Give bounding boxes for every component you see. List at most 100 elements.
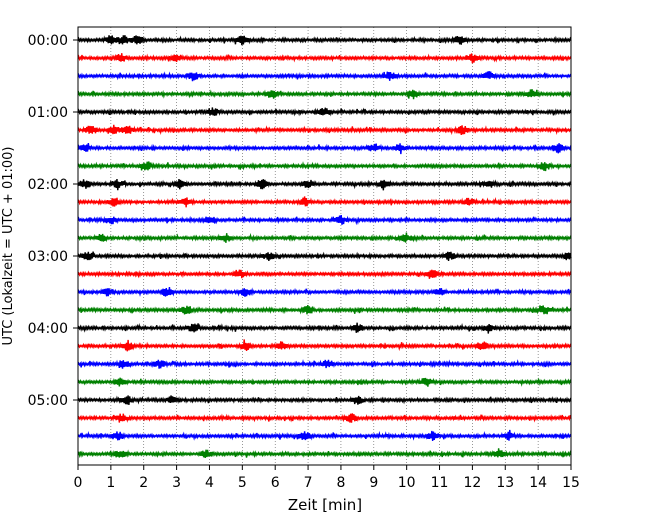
trace-0315	[77, 269, 572, 279]
event-marker	[260, 182, 264, 186]
event-marker	[122, 362, 126, 366]
event-marker	[211, 110, 215, 114]
event-marker	[437, 290, 442, 294]
event-marker	[184, 200, 189, 204]
x-tick-label: 4	[205, 475, 214, 491]
event-marker	[388, 74, 392, 78]
trace-0545	[77, 448, 572, 459]
event-marker	[135, 38, 139, 42]
event-marker	[165, 290, 169, 294]
x-tick-label: 10	[398, 475, 416, 491]
event-marker	[529, 92, 534, 96]
y-tick-label: 00:00	[28, 33, 68, 49]
y-axis: 00:00 01:00 02:00 03:00 04:00 05:00	[28, 33, 78, 409]
x-tick-label: 6	[271, 475, 280, 491]
trace-0015	[77, 53, 572, 64]
x-tick-label: 7	[304, 475, 313, 491]
event-marker	[467, 200, 471, 204]
event-marker	[191, 326, 195, 330]
event-marker	[372, 146, 376, 150]
event-marker	[158, 362, 162, 366]
trace-0045	[77, 89, 572, 100]
event-marker	[431, 434, 435, 438]
trace-0400	[77, 322, 572, 334]
y-tick-label: 03:00	[28, 249, 68, 265]
event-marker	[398, 146, 402, 150]
event-marker	[89, 128, 93, 132]
y-tick-label: 05:00	[28, 393, 68, 409]
event-marker	[339, 218, 343, 222]
event-marker	[115, 434, 120, 438]
event-marker	[431, 272, 435, 276]
event-marker	[105, 290, 110, 294]
trace-0000	[77, 35, 572, 46]
event-marker	[267, 254, 271, 258]
x-tick-label: 1	[106, 475, 115, 491]
event-marker	[237, 272, 241, 276]
y-tick-label: 01:00	[28, 105, 68, 121]
trace-0300	[77, 251, 572, 262]
event-marker	[280, 344, 284, 348]
event-marker	[270, 92, 274, 96]
trace-0215	[77, 196, 572, 208]
event-marker	[99, 236, 103, 240]
trace-0515	[77, 413, 572, 423]
event-marker	[543, 164, 547, 168]
trace-0430	[77, 359, 572, 369]
x-tick-label: 11	[431, 475, 449, 491]
x-axis: 0 1 2 3 4 5 6 7 8 9 10 11 12 13 14 15	[74, 465, 580, 491]
trace-0345	[77, 304, 572, 315]
event-marker	[556, 146, 560, 150]
event-marker	[480, 344, 484, 348]
event-marker	[109, 38, 113, 42]
event-marker	[125, 398, 129, 402]
event-marker	[119, 452, 123, 456]
event-marker	[322, 110, 327, 114]
x-tick-label: 9	[369, 475, 378, 491]
event-marker	[543, 308, 547, 312]
event-marker	[86, 254, 90, 258]
event-marker	[470, 56, 474, 60]
event-marker	[487, 74, 491, 78]
plot-frame	[77, 26, 572, 466]
event-marker	[145, 164, 149, 168]
event-marker	[115, 182, 120, 186]
event-marker	[349, 416, 353, 420]
x-tick-label: 2	[139, 475, 148, 491]
event-marker	[306, 308, 310, 312]
event-marker	[119, 380, 123, 384]
event-marker	[82, 182, 87, 186]
event-marker	[125, 128, 129, 132]
event-marker	[119, 416, 123, 420]
event-marker	[82, 146, 87, 150]
event-marker	[109, 218, 113, 222]
event-marker	[382, 182, 386, 186]
event-marker	[506, 434, 511, 438]
trace-group	[77, 35, 572, 459]
trace-0500	[77, 395, 572, 405]
event-marker	[112, 128, 116, 132]
event-marker	[204, 452, 208, 456]
trace-0200	[77, 178, 572, 191]
event-marker	[178, 182, 182, 186]
x-tick-label: 12	[463, 475, 481, 491]
event-marker	[175, 56, 179, 60]
event-marker	[184, 308, 189, 312]
trace-0100	[77, 107, 572, 117]
grid-lines	[110, 27, 539, 465]
event-marker	[355, 326, 359, 330]
y-tick-label: 04:00	[28, 321, 68, 337]
event-marker	[191, 74, 195, 78]
event-marker	[303, 200, 307, 204]
trace-0230	[77, 215, 572, 226]
trace-0115	[77, 124, 572, 136]
event-marker	[424, 380, 428, 384]
event-marker	[326, 362, 330, 366]
trace-0030	[77, 70, 572, 82]
event-marker	[355, 398, 359, 402]
event-marker	[207, 218, 212, 222]
x-tick-label: 0	[74, 475, 83, 491]
event-marker	[447, 254, 451, 258]
x-tick-label: 15	[562, 475, 580, 491]
event-marker	[244, 344, 248, 348]
